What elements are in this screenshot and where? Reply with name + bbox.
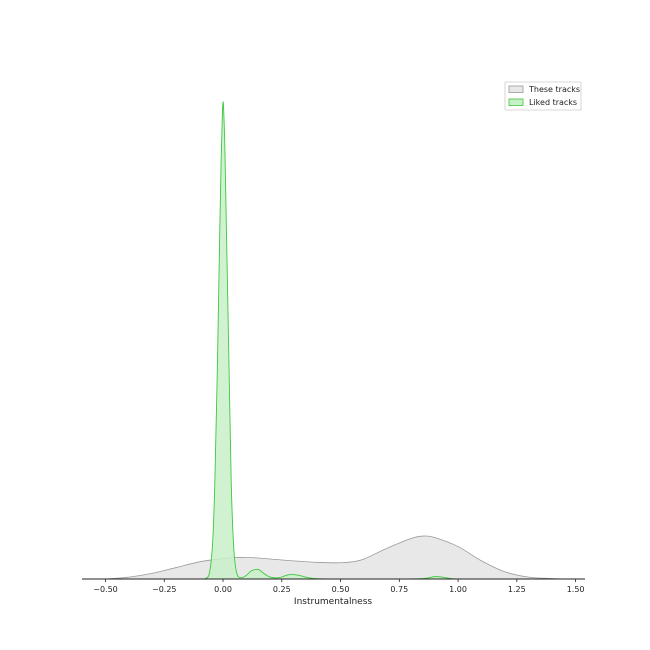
series-area-these-tracks bbox=[105, 535, 564, 579]
x-tick-label: 0.75 bbox=[390, 585, 408, 594]
series-area-liked-tracks bbox=[204, 101, 459, 579]
series-line-liked-tracks bbox=[203, 101, 459, 580]
x-axis-label: Instrumentalness bbox=[294, 597, 372, 607]
legend: These tracks Liked tracks bbox=[504, 81, 582, 111]
x-tick-label: 1.50 bbox=[567, 585, 585, 594]
legend-frame bbox=[504, 81, 582, 111]
x-tick-label: 1.25 bbox=[508, 585, 526, 594]
x-tick-label: −0.50 bbox=[93, 585, 118, 594]
series-line-these-tracks bbox=[105, 535, 564, 580]
legend-swatch-these-tracks bbox=[508, 85, 524, 93]
x-tick-label: 0.00 bbox=[214, 585, 232, 594]
x-tick-label: 1.00 bbox=[449, 585, 467, 594]
series-layer bbox=[105, 101, 564, 580]
x-tick-label: 0.25 bbox=[273, 585, 291, 594]
x-axis-ticks: −0.50 −0.25 0.00 0.25 0.50 0.75 1.00 1.25 1.50 bbox=[93, 579, 585, 594]
legend-swatch-liked-tracks bbox=[508, 98, 524, 106]
x-tick-label: 0.50 bbox=[332, 585, 350, 594]
x-tick-label: −0.25 bbox=[152, 585, 177, 594]
legend-label-liked-tracks: Liked tracks bbox=[529, 98, 577, 107]
legend-label-these-tracks: These tracks bbox=[528, 85, 580, 94]
